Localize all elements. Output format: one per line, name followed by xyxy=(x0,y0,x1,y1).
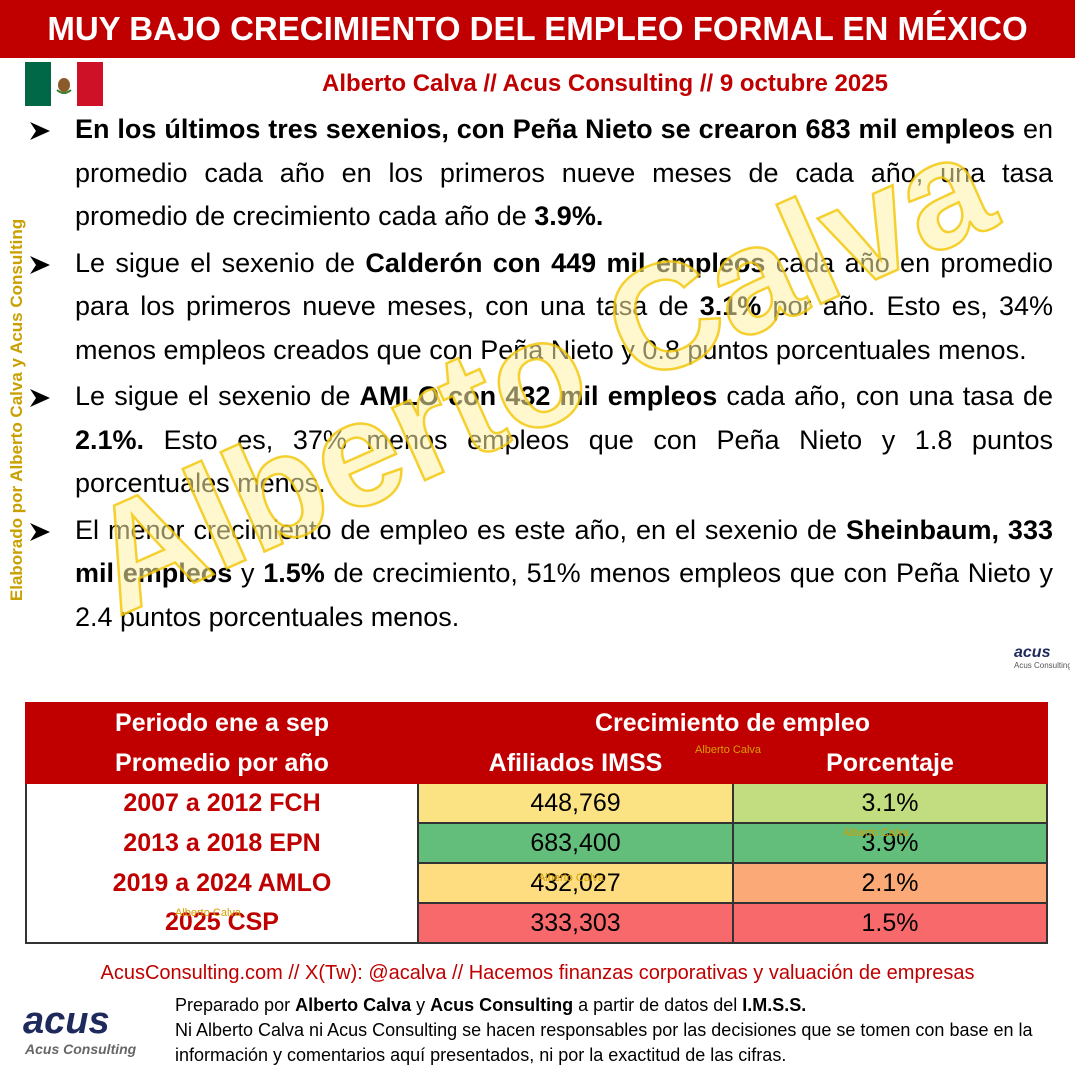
affiliates-cell: 333,303 xyxy=(417,902,734,944)
bullet: El menor crecimiento de empleo es este a… xyxy=(28,509,1053,640)
bullet-arrow xyxy=(30,255,50,274)
text-segment: cada año, con una tasa de xyxy=(717,381,1053,411)
flag xyxy=(25,62,103,106)
table-body: Periodo ene a sep Crecimiento de empleo … xyxy=(25,702,1048,944)
arrow-shape xyxy=(30,255,50,274)
period-cell: 2013 a 2018 EPN xyxy=(25,823,419,863)
percent-cell: 3.9% xyxy=(732,822,1048,864)
bullet-arrow xyxy=(30,522,50,541)
bullet: Le sigue el sexenio de Calderón con 449 … xyxy=(28,242,1053,373)
logo-name: acus xyxy=(23,1000,110,1042)
data-row: 2007 a 2012 FCH 448,769 3.1% xyxy=(25,782,1048,824)
text-segment: y xyxy=(232,558,264,588)
header-cell: Periodo ene a sep xyxy=(25,702,419,744)
text-segment: Le sigue el sexenio de xyxy=(75,247,366,278)
text-segment: El menor crecimiento de empleo es este a… xyxy=(75,514,846,545)
small-logo: acus Acus Consulting xyxy=(1014,644,1070,670)
bullet-list: En los últimos tres sexenios, con Peña N… xyxy=(28,108,1053,642)
employment-table: Periodo ene a sep Crecimiento de empleo … xyxy=(25,702,1048,944)
data-row: 2025 CSP 333,303 1.5% xyxy=(25,902,1048,944)
data-row: 2013 a 2018 EPN 683,400 3.9% xyxy=(25,822,1048,864)
text-segment: Sheinbaum, 333 mil empleos xyxy=(75,514,1053,589)
percent-cell: 1.5% xyxy=(732,902,1048,944)
percent-cell: 3.1% xyxy=(732,782,1048,824)
arrow-shape xyxy=(30,122,50,140)
logo: acus Acus Consulting xyxy=(23,1000,137,1057)
text-segment: Le sigue el sexenio de xyxy=(75,381,360,411)
bullet: Le sigue el sexenio de AMLO con 432 mil … xyxy=(28,375,1053,506)
text-segment: cada año en promedio para los primeros n… xyxy=(75,247,1053,322)
disclaimer: Ni Alberto Calva ni Acus Consulting se h… xyxy=(175,1020,1033,1065)
period-cell: 2007 a 2012 FCH xyxy=(25,783,419,823)
bullet: En los últimos tres sexenios, con Peña N… xyxy=(28,108,1053,239)
affiliates-cell: 683,400 xyxy=(417,822,734,864)
text-segment: 2.1%. xyxy=(75,424,145,455)
text-segment: Calderón con 449 mil empleos xyxy=(365,247,766,278)
header-cell: Crecimiento de empleo xyxy=(417,702,1048,744)
logo-tagline: Acus Consulting xyxy=(1014,661,1070,670)
title: MUY BAJO CRECIMIENTO DEL EMPLEO FORMAL E… xyxy=(0,0,1075,58)
percent-cell: 2.1% xyxy=(732,862,1048,904)
bullet-arrow xyxy=(30,389,50,407)
arrow-shape xyxy=(30,522,50,541)
logo-tagline: Acus Consulting xyxy=(24,1041,137,1057)
header-row: Periodo ene a sep Crecimiento de empleo xyxy=(25,702,1048,744)
text-segment: AMLO con 432 mil empleos xyxy=(359,381,718,411)
period-cell: 2025 CSP xyxy=(25,903,419,944)
credit-line: Preparado por Alberto Calva y Acus Consu… xyxy=(175,993,1035,1018)
footer-credits: Preparado por Alberto Calva y Acus Consu… xyxy=(175,993,1035,1068)
header-cell: Afiliados IMSS xyxy=(417,742,734,784)
text-segment: Preparado por xyxy=(175,995,296,1015)
footer-links: AcusConsulting.com // X(Tw): @acalva // … xyxy=(100,962,975,984)
text-segment: en promedio cada año en los primeros nue… xyxy=(75,114,1053,231)
text-segment: 3.9%. xyxy=(534,201,604,231)
text-segment: a partir de datos del xyxy=(573,995,743,1015)
text-segment: I.M.S.S. xyxy=(742,995,807,1015)
logo-name: acus xyxy=(1014,644,1051,661)
text-segment: Alberto Calva xyxy=(295,995,412,1015)
text-segment: 1.5% xyxy=(263,558,325,588)
data-row: 2019 a 2024 AMLO 432,027 2.1% xyxy=(25,862,1048,904)
text-segment: 3.1% xyxy=(699,291,762,321)
byline: Alberto Calva // Acus Consulting // 9 oc… xyxy=(322,70,888,97)
period-cell: 2019 a 2024 AMLO xyxy=(25,863,419,903)
text-segment: Acus Consulting xyxy=(430,995,574,1015)
header-row: Promedio por año Afiliados IMSS Porcenta… xyxy=(25,742,1048,784)
text-segment: y xyxy=(411,995,431,1015)
header-cell: Porcentaje xyxy=(732,742,1048,784)
affiliates-cell: 448,769 xyxy=(417,782,734,824)
arrow-shape xyxy=(30,389,50,407)
bullet-arrow xyxy=(30,122,50,140)
text-segment: de crecimiento, 51% menos empleos que co… xyxy=(75,558,1053,632)
text-segment: por año. Esto es, 34% menos empleos crea… xyxy=(75,291,1053,365)
header-cell: Promedio por año xyxy=(25,742,419,784)
text-segment: En los últimos tres sexenios, con Peña N… xyxy=(75,114,1016,144)
affiliates-cell: 432,027 xyxy=(417,862,734,904)
text-segment: Esto es, 37% menos empleos que con Peña … xyxy=(75,424,1053,499)
side-watermark: Elaborado por Alberto Calva y Acus Consu… xyxy=(7,219,26,601)
